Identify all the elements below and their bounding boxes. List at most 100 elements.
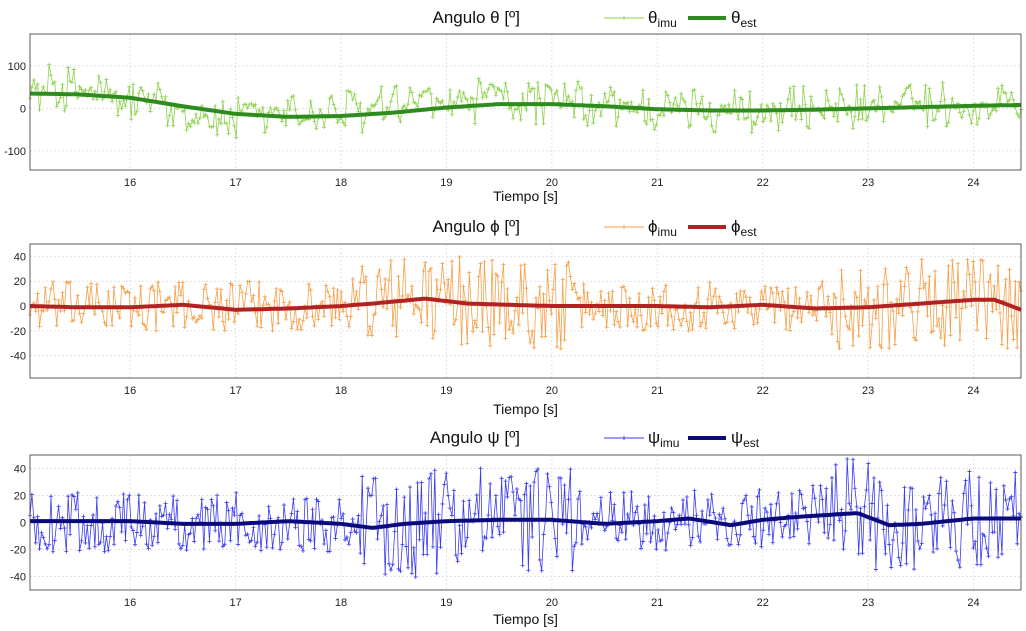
imu-point [667,100,672,105]
imu-point [385,306,390,311]
imu-point [992,530,997,535]
imu-point [171,324,176,329]
imu-point [652,514,657,519]
imu-point [110,99,115,104]
imu-point [217,539,222,544]
imu-point [1001,483,1006,488]
imu-point [100,97,105,102]
imu-point [344,314,349,319]
imu-point [871,98,876,103]
imu-point [828,522,833,527]
imu-point [449,513,454,518]
x-tick-label: 20 [546,385,558,397]
imu-point [488,481,493,486]
imu-point [723,516,728,521]
imu-point [558,346,563,351]
imu-point [432,328,437,333]
imu-point [938,335,943,340]
y-tick-label: -100 [4,146,26,158]
imu-point [896,555,901,560]
imu-point [276,321,281,326]
imu-point [520,91,525,96]
imu-point [585,537,590,542]
imu-point [173,527,178,532]
imu-point [820,113,825,118]
x-tick-label: 23 [862,177,874,189]
imu-point [375,536,380,541]
imu-point [47,299,52,304]
imu-point [136,91,141,96]
imu-point [925,313,930,318]
legend-imu-label: θimu [648,8,677,30]
imu-point [761,528,766,533]
imu-point [589,300,594,305]
imu-point [490,535,495,540]
imu-point [465,97,470,102]
imu-point [81,311,86,316]
imu-point [957,337,962,342]
imu-point [215,493,220,498]
imu-point [394,487,399,492]
imu-point [480,548,485,553]
imu-point [933,511,938,516]
imu-point [826,98,831,103]
imu-point [761,297,766,302]
imu-point [92,89,97,94]
imu-point [938,99,943,104]
imu-point [558,476,563,481]
imu-point [732,88,737,93]
imu-point [333,315,338,320]
imu-point [201,287,206,292]
imu-point [747,89,752,94]
imu-point [205,115,210,120]
imu-point [709,123,714,128]
imu-point [755,320,760,325]
imu-point [598,289,603,294]
imu-point [119,284,124,289]
imu-point [908,485,913,490]
imu-point [110,323,115,328]
imu-point [1017,511,1022,516]
imu-point [339,516,344,521]
imu-point [980,532,985,537]
imu-point [583,310,588,315]
imu-point [413,302,418,307]
imu-point [157,87,162,92]
legend-est-main: ϕ [731,217,741,236]
imu-point [650,117,655,122]
imu-point [870,501,875,506]
imu-point [236,542,241,547]
imu-point [1003,91,1008,96]
imu-point [692,488,697,493]
imu-point [79,538,84,543]
imu-point [245,106,250,111]
imu-point [608,490,613,495]
imu-point [201,114,206,119]
imu-point [96,74,101,79]
imu-point [209,497,214,502]
imu-point [505,286,510,291]
imu-point [719,300,724,305]
series-imu-markers [28,255,1023,351]
imu-point [646,295,651,300]
imu-point [255,540,260,545]
legend-imu-label: ϕimu [648,217,677,239]
imu-point [810,103,815,108]
imu-point [723,103,728,108]
imu-point [902,284,907,289]
axes-box [29,454,1022,591]
imu-point [449,112,454,117]
imu-point [331,102,336,107]
imu-point [87,546,92,551]
imu-point [820,279,825,284]
imu-point [133,295,138,300]
imu-point [660,537,665,542]
imu-point [43,541,48,546]
imu-point [602,528,607,533]
imu-point [182,108,187,113]
imu-point [912,567,917,572]
imu-point [188,531,193,536]
imu-point [776,291,781,296]
imu-point [381,304,386,309]
imu-point [784,327,789,332]
